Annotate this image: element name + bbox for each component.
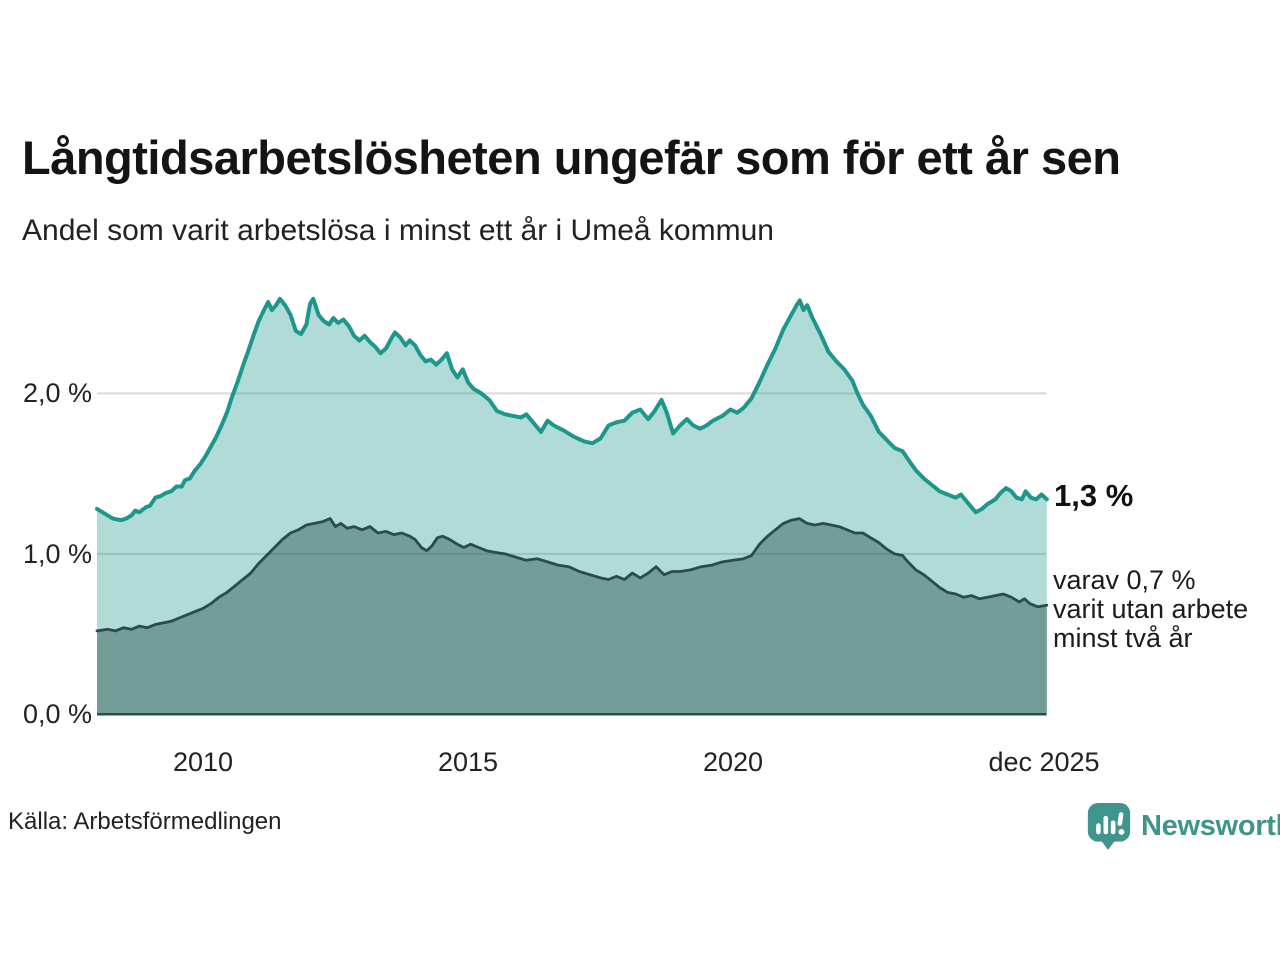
end-label-subset-line-3: minst två år: [1053, 623, 1193, 653]
end-label-subset: varav 0,7 % varit utan arbete minst två …: [1053, 566, 1248, 653]
end-label-subset-line-2: varit utan arbete: [1053, 594, 1249, 624]
y-axis-tick-1-0: 1,0 %: [22, 539, 92, 569]
newsworthy-logo: Newsworthy: [1086, 800, 1280, 852]
newsworthy-logo-icon: [1087, 803, 1131, 850]
source-note: Källa: Arbetsförmedlingen: [8, 808, 282, 835]
x-axis-tick-2020: 2020: [702, 747, 764, 777]
y-axis-tick-2-0: 2,0 %: [22, 378, 92, 408]
line-subset: [95, 517, 1049, 633]
x-axis-tick-dec-2025: dec 2025: [988, 747, 1100, 777]
x-axis-tick-2015: 2015: [437, 747, 499, 777]
page-subtitle: Andel som varit arbetslösa i minst ett å…: [22, 214, 774, 247]
y-axis-tick-0-0: 0,0 %: [22, 699, 92, 729]
x-axis-tick-2010: 2010: [172, 747, 234, 777]
line-total: [95, 296, 1049, 523]
area-subset: [97, 518, 1047, 715]
area-total: [97, 298, 1047, 715]
end-label-subset-line-1: varav 0,7 %: [1053, 565, 1196, 595]
end-label-total: 1,3 %: [1054, 478, 1134, 513]
newsworthy-logo-text: Newsworthy: [1141, 809, 1280, 842]
page-title: Långtidsarbetslösheten ungefär som för e…: [22, 131, 1121, 184]
